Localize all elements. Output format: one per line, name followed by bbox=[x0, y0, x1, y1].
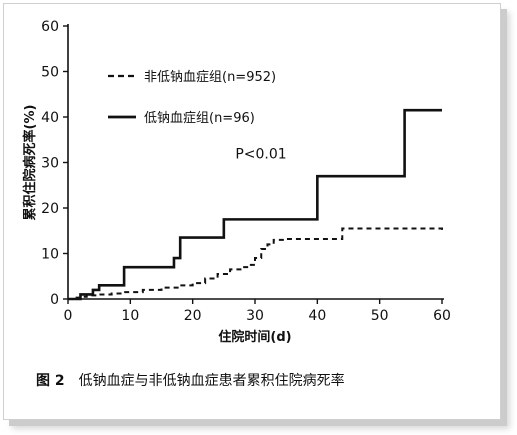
series-line-1 bbox=[68, 227, 443, 300]
y-axis-title: 累积住院病死率(%) bbox=[22, 105, 38, 221]
y-tick-label: 30 bbox=[41, 156, 59, 172]
x-tick-label: 20 bbox=[184, 308, 202, 324]
y-tick-label: 20 bbox=[41, 201, 59, 217]
figure-frame: 0 10 20 30 40 50 60 0 10 20 30 40 50 60 住院时间(d) 累积住院病死率… bbox=[3, 3, 501, 420]
y-tick-label: 10 bbox=[41, 247, 59, 263]
p-value-annotation: P<0.01 bbox=[235, 146, 286, 162]
legend-label-2: 低钠血症组(n=96) bbox=[144, 111, 255, 126]
chart: 0 10 20 30 40 50 60 0 10 20 30 40 50 60 住院时间(d) 累积住院病死率… bbox=[22, 19, 451, 345]
y-tick-label: 0 bbox=[50, 292, 59, 308]
x-tick-label: 60 bbox=[433, 308, 451, 324]
x-tick-label: 0 bbox=[64, 308, 73, 324]
y-tick-label: 60 bbox=[41, 19, 59, 35]
figure-caption: 图 2 低钠血症与非低钠血症患者累积住院病死率 bbox=[36, 370, 345, 390]
x-axis-title: 住院时间(d) bbox=[218, 329, 291, 345]
y-tick-label: 40 bbox=[41, 110, 59, 126]
legend-label-1: 非低钠血症组(n=952) bbox=[144, 70, 276, 85]
caption-text: 低钠血症与非低钠血症患者累积住院病死率 bbox=[78, 373, 345, 389]
x-tick-label: 40 bbox=[308, 308, 326, 324]
x-tick-label: 10 bbox=[121, 308, 139, 324]
x-tick-label: 30 bbox=[246, 308, 264, 324]
x-tick-label: 50 bbox=[371, 308, 389, 324]
figure-number: 图 2 bbox=[36, 373, 65, 389]
series-line-2 bbox=[68, 108, 442, 301]
y-tick-label: 50 bbox=[41, 65, 59, 81]
